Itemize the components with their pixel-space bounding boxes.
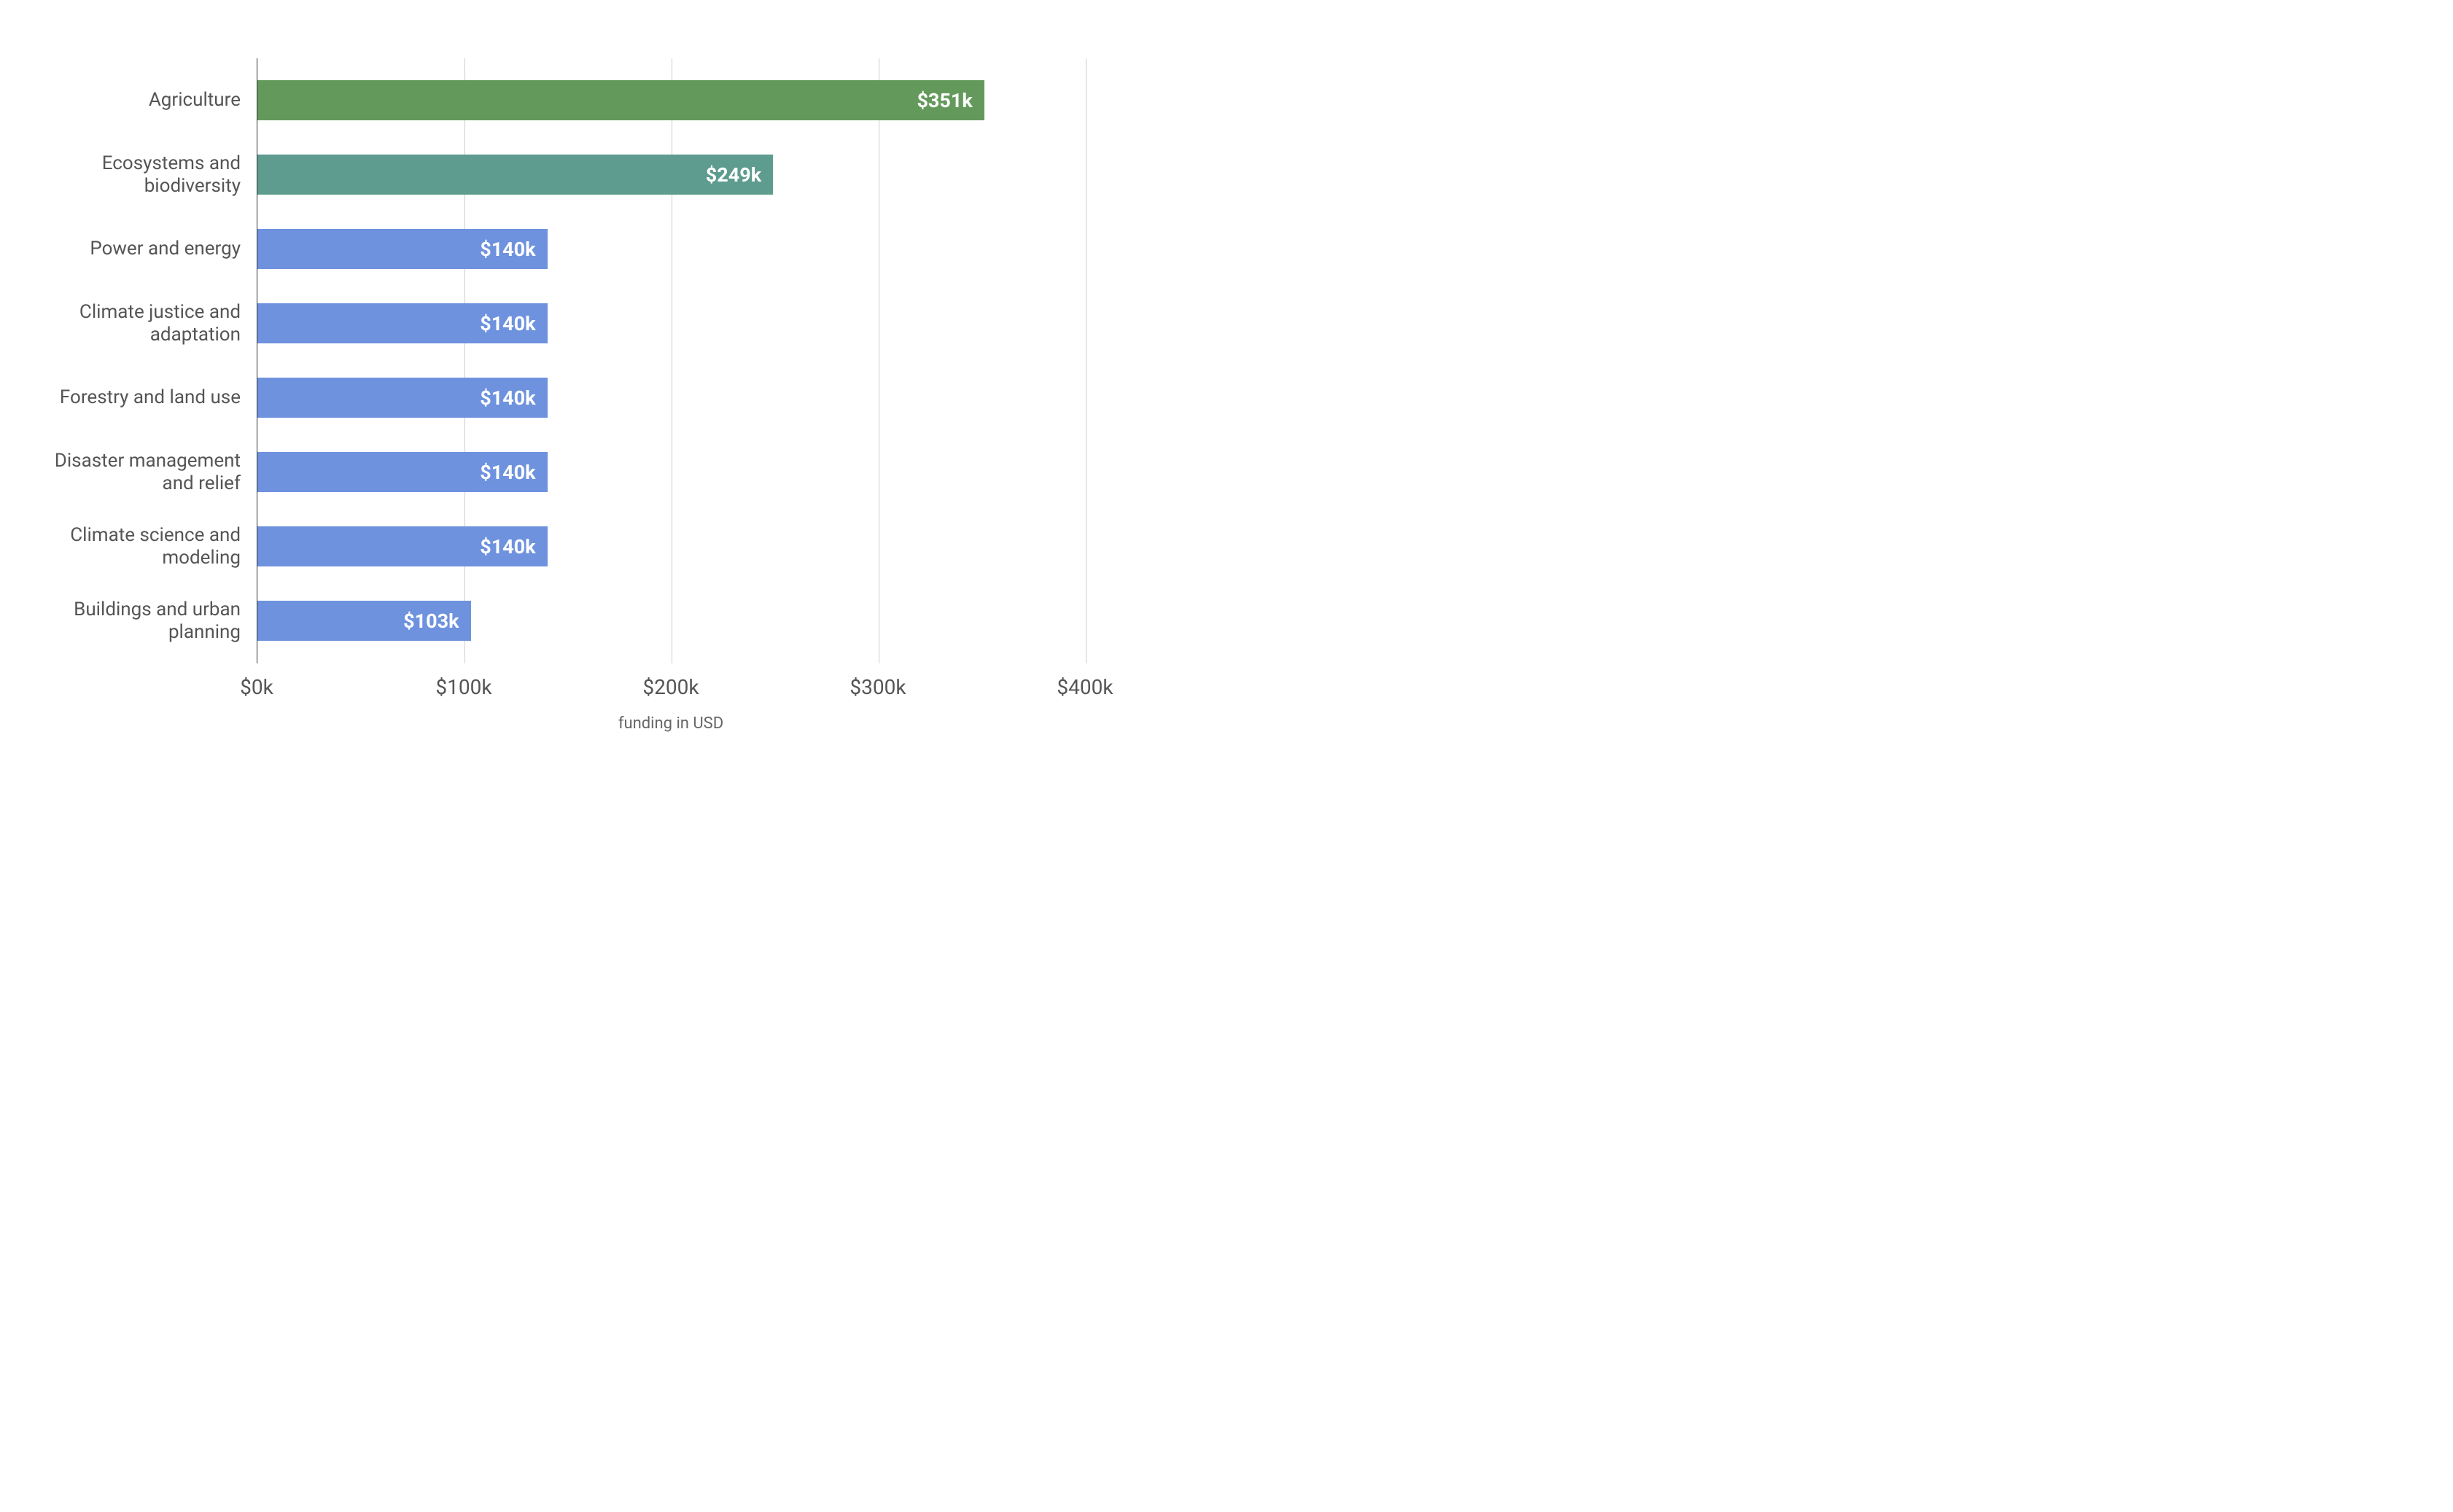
bar-row: $140k: [257, 378, 1085, 418]
bar: $103k: [257, 601, 471, 641]
bar: $140k: [257, 303, 548, 343]
x-axis-tick-label: $400k: [1057, 675, 1113, 699]
bar: $140k: [257, 378, 548, 418]
x-axis-tick-label: $100k: [435, 675, 491, 699]
x-axis-label: funding in USD: [618, 714, 723, 733]
bar-value-label: $140k: [480, 312, 547, 335]
bar-value-label: $140k: [480, 535, 547, 558]
bar-value-label: $351k: [917, 89, 984, 112]
bar-row: $140k: [257, 526, 1085, 566]
bar-row: $249k: [257, 155, 1085, 195]
gridline: [464, 58, 465, 663]
bar-value-label: $249k: [706, 163, 773, 187]
bar-value-label: $140k: [480, 386, 547, 410]
bar: $140k: [257, 229, 548, 269]
funding-bar-chart: $351k $249k $140k $140k $140k $140k $140k $103k…: [29, 29, 1123, 773]
bar: $249k: [257, 155, 773, 195]
x-axis-tick-label: $200k: [642, 675, 699, 699]
y-axis-category-label: Buildings and urban planning: [29, 601, 241, 641]
bar-row: $140k: [257, 229, 1085, 269]
y-axis-category-label: Forestry and land use: [29, 378, 241, 418]
y-axis-category-label: Climate justice and adaptation: [29, 303, 241, 343]
bar-row: $140k: [257, 303, 1085, 343]
bar: $140k: [257, 452, 548, 492]
bar-row: $140k: [257, 452, 1085, 492]
bar-row: $351k: [257, 80, 1085, 120]
y-axis-category-label: Ecosystems and biodiversity: [29, 155, 241, 195]
x-axis-tick-label: $0k: [240, 675, 273, 699]
bar-value-label: $140k: [480, 461, 547, 484]
bar: $140k: [257, 526, 548, 566]
y-axis-category-label: Disaster management and relief: [29, 452, 241, 492]
bar: $351k: [257, 80, 984, 120]
bar-value-label: $140k: [480, 238, 547, 261]
bar-value-label: $103k: [403, 609, 470, 633]
bar-row: $103k: [257, 601, 1085, 641]
x-axis-tick-label: $300k: [850, 675, 906, 699]
y-axis-category-label: Agriculture: [29, 80, 241, 120]
y-axis-category-label: Climate science and modeling: [29, 526, 241, 566]
y-axis-category-label: Power and energy: [29, 229, 241, 269]
plot-area: $351k $249k $140k $140k $140k $140k $140k $103k: [257, 58, 1085, 663]
